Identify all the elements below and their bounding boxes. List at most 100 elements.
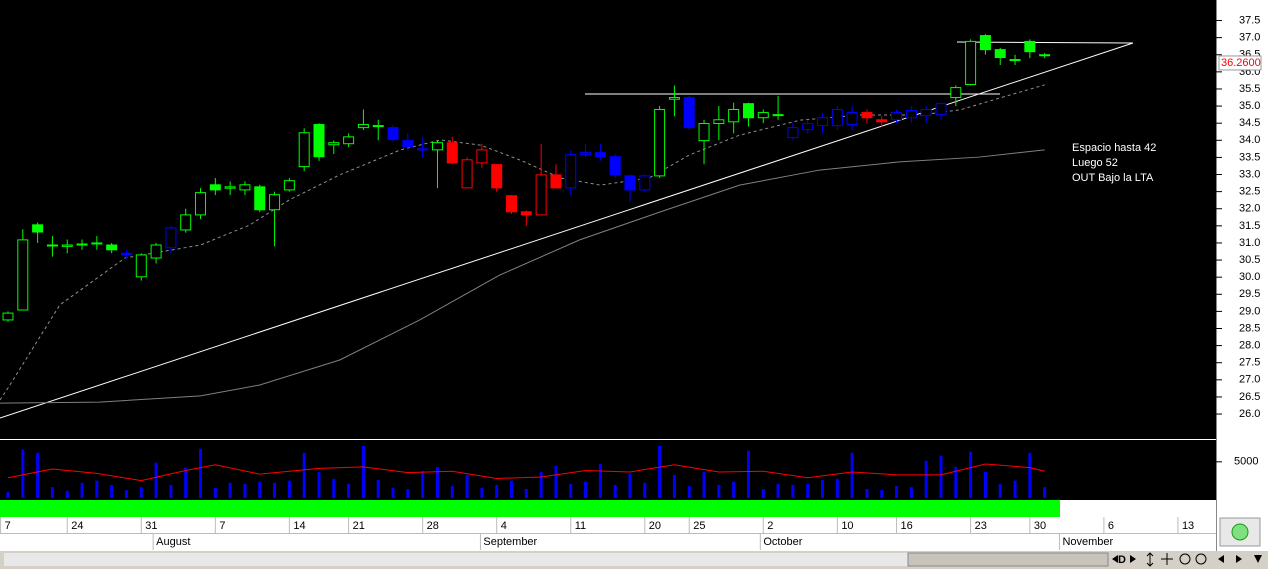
nav-right[interactable] — [1236, 555, 1242, 563]
volume-bar — [880, 490, 884, 498]
y-tick-label: 37.0 — [1239, 32, 1260, 44]
scroll-track[interactable] — [4, 553, 1104, 566]
month-label: September — [483, 536, 537, 548]
volume-bar — [435, 466, 439, 498]
volume-bar — [302, 452, 306, 498]
candle-body — [994, 49, 1006, 58]
volume-bar — [258, 481, 262, 498]
volume-bar — [169, 484, 173, 498]
candle-body — [91, 242, 103, 245]
volume-bar — [376, 479, 380, 498]
nav-left[interactable] — [1218, 555, 1224, 563]
x-tick-label: 28 — [427, 520, 439, 532]
y-tick-label: 28.5 — [1239, 322, 1260, 334]
volume-bar — [124, 490, 128, 498]
volume-bar — [658, 445, 662, 498]
x-tick-label: 16 — [901, 520, 913, 532]
volume-bar — [998, 483, 1002, 498]
candle-body — [254, 186, 266, 211]
volume-bar — [924, 460, 928, 498]
y-tick-label: 29.5 — [1239, 288, 1260, 300]
y-tick-label: 30.5 — [1239, 254, 1260, 266]
candle-body — [742, 103, 754, 119]
volume-bar — [865, 488, 869, 498]
volume-bar — [228, 482, 232, 498]
volume-bar — [835, 478, 839, 498]
scroll-right[interactable] — [1130, 555, 1136, 563]
candle-body — [269, 194, 281, 211]
candle-body — [935, 103, 947, 116]
candle-body — [343, 136, 355, 145]
candle-body — [431, 142, 443, 151]
volume-bar — [717, 484, 721, 498]
y-tick-label: 35.0 — [1239, 100, 1260, 112]
zoom-vertical[interactable] — [1146, 552, 1154, 567]
candle-body — [1009, 59, 1021, 62]
volume-bar — [510, 480, 514, 498]
candle-body — [328, 142, 340, 146]
candle-body — [476, 149, 488, 164]
smiley-box[interactable] — [1219, 517, 1261, 547]
zoom-out[interactable] — [1179, 553, 1191, 565]
x-tick-label: 4 — [501, 520, 507, 532]
menu[interactable] — [1254, 555, 1262, 563]
y-tick-label: 31.5 — [1239, 220, 1260, 232]
volume-bar — [421, 470, 425, 498]
y-tick-label: 32.5 — [1239, 186, 1260, 198]
price-panel — [0, 34, 1134, 419]
y-tick-label: 26.5 — [1239, 391, 1260, 403]
scroll-thumb[interactable] — [907, 552, 1109, 567]
y-tick-label: 35.5 — [1239, 83, 1260, 95]
volume-bar — [6, 491, 10, 498]
volume-bar — [110, 484, 114, 498]
volume-bar — [184, 467, 188, 498]
y-tick-label: 27.0 — [1239, 374, 1260, 386]
month-label: October — [763, 536, 802, 548]
volume-bar — [243, 483, 247, 498]
candle-body — [979, 35, 991, 51]
volume-bar — [199, 448, 203, 498]
candle-body — [106, 244, 118, 251]
volume-bar — [761, 488, 765, 498]
candle-body — [580, 152, 592, 156]
candle-body — [639, 175, 651, 191]
y-tick-label: 34.5 — [1239, 117, 1260, 129]
volume-bar — [154, 462, 158, 498]
y-tick-label: 33.0 — [1239, 168, 1260, 180]
period-button[interactable]: D — [1118, 554, 1126, 566]
volume-bar — [584, 481, 588, 498]
volume-bar — [50, 487, 54, 498]
candle-body — [239, 184, 251, 191]
candle-body — [683, 97, 695, 129]
x-tick-label: 2 — [767, 520, 773, 532]
volume-bar — [317, 471, 321, 498]
y-tick-label: 26.0 — [1239, 408, 1260, 420]
candle-body — [417, 148, 429, 151]
volume-bar — [791, 484, 795, 498]
volume-bar — [806, 483, 810, 498]
candle-body — [920, 109, 932, 117]
candle-body — [757, 112, 769, 119]
x-tick-label: 10 — [841, 520, 853, 532]
volume-bar — [732, 481, 736, 498]
volume-bar — [391, 487, 395, 498]
volume-bar — [95, 480, 99, 498]
volume-bar — [969, 451, 973, 498]
volume-bar — [776, 483, 780, 498]
volume-bar — [702, 471, 706, 498]
volume-bar — [1043, 487, 1047, 498]
candle-body — [165, 227, 177, 249]
y-tick-label: 5000 — [1234, 456, 1258, 468]
volume-bar — [850, 452, 854, 498]
scroll-left[interactable] — [1112, 555, 1118, 563]
zoom-in[interactable] — [1195, 553, 1207, 565]
candle-body — [698, 123, 710, 142]
pan[interactable] — [1161, 553, 1173, 565]
candle-body — [150, 244, 162, 259]
volume-bar — [895, 486, 899, 498]
candle-body — [535, 174, 547, 216]
x-tick-label: 11 — [575, 520, 586, 532]
candle-body — [17, 239, 29, 311]
volume-bar — [821, 479, 825, 498]
